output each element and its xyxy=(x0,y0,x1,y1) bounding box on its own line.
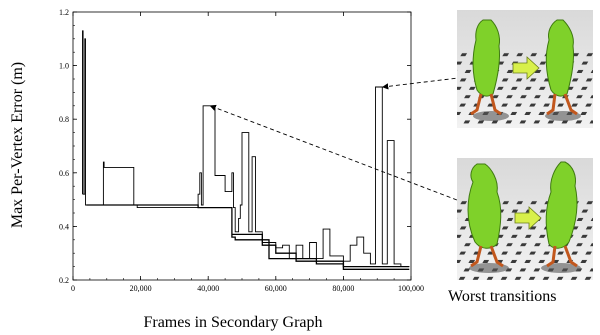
y-tick-label: 0.6 xyxy=(59,169,69,178)
y-tick-label: 0.2 xyxy=(59,276,69,285)
green-cloaked-figure-walking-icon xyxy=(470,19,509,121)
worst-transition-pair-bottom xyxy=(457,158,593,280)
y-tick-label: 0.8 xyxy=(59,115,69,124)
x-tick-label: 60,000 xyxy=(265,284,287,293)
series-line-3 xyxy=(231,233,410,268)
annotation-arrow-1 xyxy=(209,104,471,206)
green-cloaked-figure-walking-icon xyxy=(545,19,581,121)
plot-area: 0.2 0.4 0.6 0.8 1.0 1.2 0 20,000 40,000 60,000 80,… xyxy=(59,8,526,293)
caption: Worst transitions xyxy=(448,288,557,305)
series-line-1 xyxy=(82,30,410,268)
yellow-green-right-arrow-icon xyxy=(512,56,540,80)
x-tick-label: 100,000 xyxy=(398,284,424,293)
x-tick-label: 20,000 xyxy=(130,284,152,293)
y-tick-label: 0.4 xyxy=(59,222,69,231)
x-tick-label: 40,000 xyxy=(197,284,219,293)
green-cloaked-figure-walking-icon xyxy=(467,163,509,273)
x-tick-label: 80,000 xyxy=(332,284,354,293)
worst-transition-pair-top xyxy=(457,10,593,128)
y-tick-label: 1.0 xyxy=(59,62,69,71)
y-axis-label: Max Per-Vertex Error (m) xyxy=(9,62,26,228)
green-cloaked-figure-walking-icon xyxy=(541,161,581,273)
x-tick-label: 0 xyxy=(71,284,75,293)
series-line-2 xyxy=(86,204,410,270)
x-axis-label: Frames in Secondary Graph xyxy=(143,314,322,331)
y-tick-label: 1.2 xyxy=(59,8,69,17)
yellow-green-right-arrow-icon xyxy=(514,206,542,230)
